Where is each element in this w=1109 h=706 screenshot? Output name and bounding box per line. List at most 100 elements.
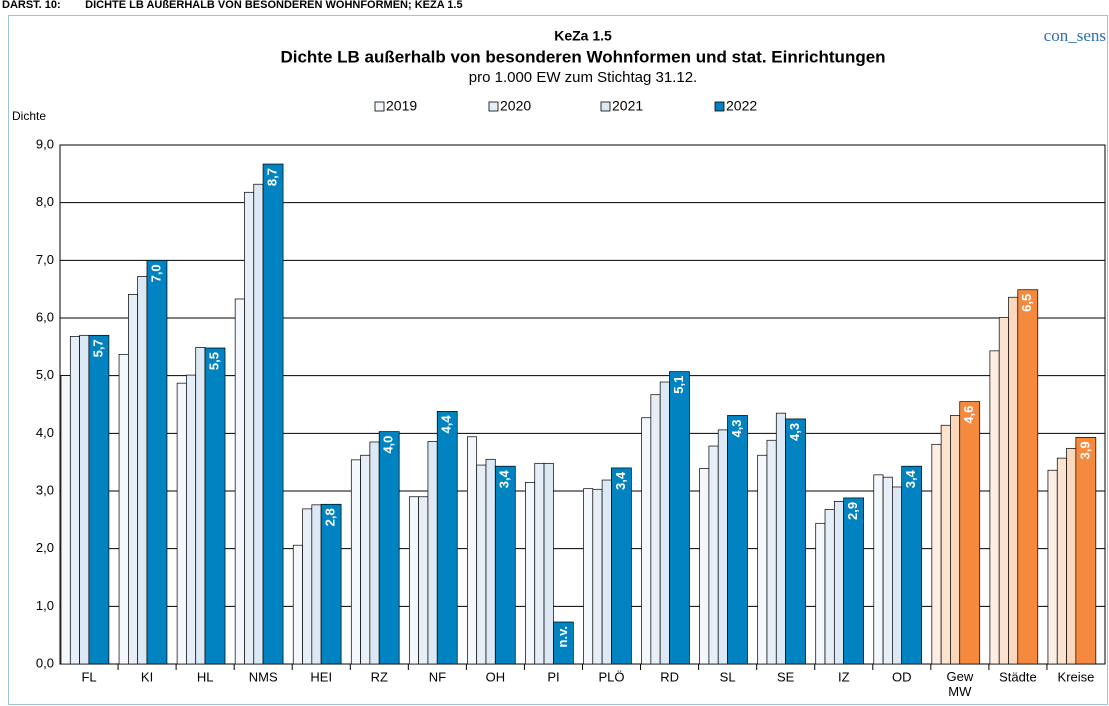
bar: [69, 336, 80, 665]
na-box: [552, 621, 574, 665]
value-label: 4,0: [381, 436, 396, 454]
bar: [833, 501, 844, 665]
y-tick-label: 5,0: [36, 367, 54, 382]
y-tick-label: 4,0: [36, 425, 54, 440]
bar: [940, 424, 951, 665]
bar: [785, 418, 806, 665]
x-tick-label: FL: [81, 669, 96, 684]
bar: [901, 465, 923, 665]
bar: [650, 394, 661, 665]
bar: [611, 467, 632, 665]
value-label: n.v.: [555, 626, 570, 647]
bar: [525, 482, 536, 665]
bar: [1047, 469, 1058, 665]
bar: [360, 454, 371, 665]
bar: [727, 415, 748, 665]
bar: [882, 476, 893, 665]
bar: [892, 486, 903, 665]
x-tick-label: Städte: [999, 669, 1037, 684]
bar: [234, 298, 245, 665]
y-tick-label: 1,0: [36, 598, 54, 613]
bar: [601, 479, 612, 665]
y-axis-label: Dichte: [12, 109, 46, 123]
bar: [427, 441, 438, 665]
bar: [717, 429, 728, 665]
legend-label: 2019: [386, 98, 417, 114]
bar: [494, 465, 516, 665]
x-tick-label: KI: [141, 669, 153, 684]
y-tick-label: 7,0: [36, 252, 54, 267]
x-tick-label: OH: [486, 669, 506, 684]
plot-area: [59, 144, 1106, 665]
bar: [1056, 457, 1067, 665]
bar: [989, 350, 1000, 665]
bar: [176, 382, 187, 665]
bar: [775, 412, 786, 665]
bar: [204, 347, 226, 665]
bar: [350, 459, 361, 665]
bar: [244, 191, 255, 665]
value-label: 6,5: [1019, 294, 1034, 312]
y-tick-label: 9,0: [36, 136, 54, 151]
bar: [302, 508, 313, 665]
bar: [467, 436, 478, 665]
legend-swatch: [600, 101, 611, 112]
bar: [708, 445, 719, 665]
bar: [873, 474, 884, 665]
bar: [1008, 296, 1019, 665]
bar: [534, 462, 545, 665]
x-tick-label: OD: [892, 669, 912, 684]
x-tick-label: Gew MW: [946, 669, 973, 699]
value-label: 2,9: [845, 502, 860, 520]
bar: [137, 276, 148, 665]
x-tick-label: PI: [547, 669, 559, 684]
bar: [262, 163, 284, 665]
y-tick-label: 3,0: [36, 482, 54, 497]
bar: [253, 183, 264, 665]
bar: [931, 443, 942, 665]
y-tick-label: 0,0: [36, 655, 54, 670]
x-tick-label: RZ: [371, 669, 388, 684]
legend-label: 2021: [612, 98, 643, 114]
bar: [88, 334, 110, 665]
header: DARST. 10: DICHTE LB AUßERHALB VON BESON…: [2, 0, 463, 11]
chart-title: KeZa 1.5: [554, 28, 612, 44]
legend-swatch: [714, 101, 725, 112]
value-label: 5,1: [671, 376, 686, 394]
legend-label: 2022: [726, 98, 757, 114]
value-label: 4,4: [439, 415, 454, 434]
x-tick-label: SL: [720, 669, 736, 684]
bar: [292, 544, 303, 665]
bar: [766, 439, 777, 665]
value-label: 3,4: [903, 469, 918, 488]
bar: [757, 454, 768, 665]
bar: [843, 497, 864, 665]
bar: [118, 353, 129, 665]
x-tick-label: NF: [429, 669, 446, 684]
chart-subtitle: Dichte LB außerhalb von besonderen Wohnf…: [280, 47, 885, 66]
bar: [408, 496, 419, 665]
bar: [583, 488, 594, 665]
bar: [485, 458, 496, 665]
bar: [320, 503, 342, 665]
bar: [418, 496, 429, 665]
x-tick-label: Kreise: [1058, 669, 1095, 684]
value-label: 4,3: [729, 419, 744, 437]
x-tick-label: NMS: [249, 669, 278, 684]
bar: [543, 462, 554, 665]
bar: [186, 374, 197, 665]
bar: [669, 371, 690, 665]
value-label: 5,7: [90, 339, 105, 357]
value-label: 2,8: [323, 508, 338, 526]
bar: [659, 381, 670, 665]
bar: [128, 294, 139, 665]
bar: [436, 411, 458, 665]
bar: [476, 464, 487, 665]
bar: [1017, 289, 1039, 665]
value-label: 8,7: [265, 168, 280, 186]
bar: [998, 317, 1009, 665]
chart-note: pro 1.000 EW zum Stichtag 31.12.: [469, 69, 697, 86]
value-label: 3,4: [497, 469, 512, 488]
bar: [60, 375, 71, 665]
